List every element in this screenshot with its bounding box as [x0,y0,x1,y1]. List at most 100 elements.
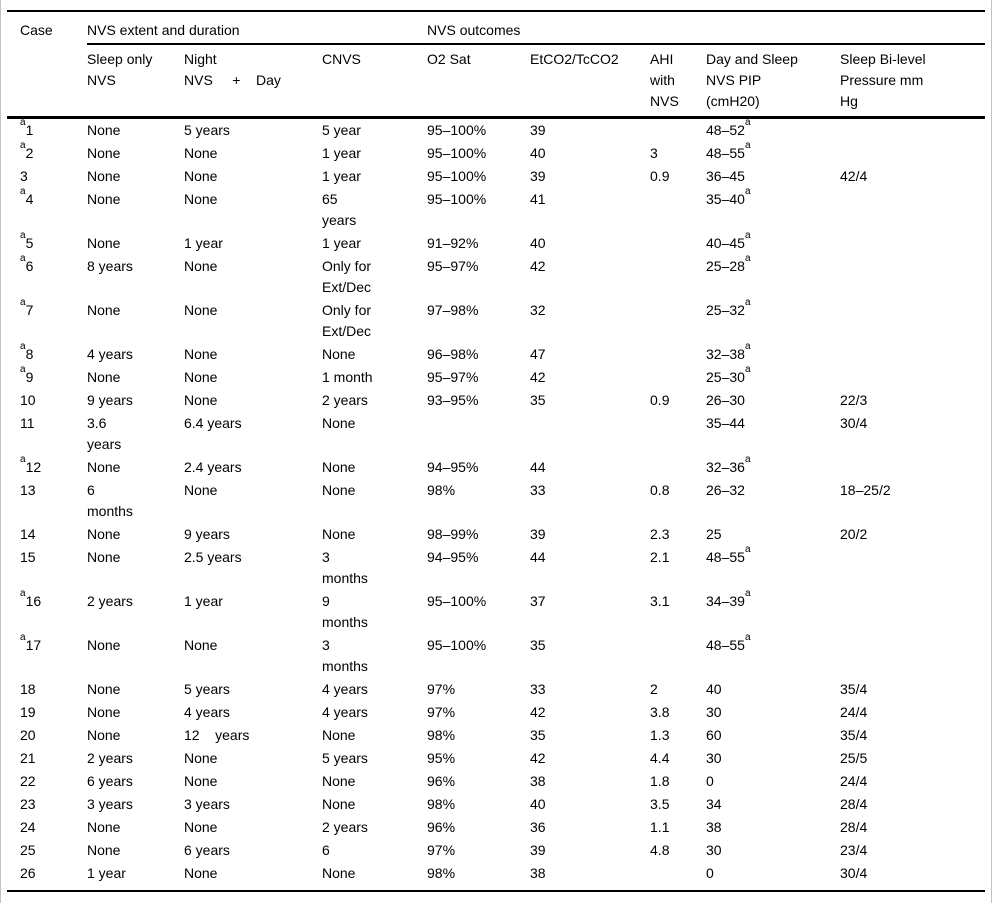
cell-cnvs: 4 years [322,704,368,720]
cell-night-day: 9 years [184,526,230,542]
table-row: 22 6 years None None 96% 38 1.8 0 24/4 [7,770,985,793]
column-header-sleep-only-nvs: Sleep only NVS [87,44,184,119]
cell-night-day: 6.4 years [184,415,242,431]
pip-footnote-marker: a [744,299,751,308]
cell-night-day: None [184,258,218,274]
table-row: a16 2 years 1 year 9 months 95–100% 37 3.1 34–3… [7,590,985,634]
case-cell: 24 [7,816,87,839]
cell-ahi [650,118,706,143]
subheader-row: Sleep only NVS Night NVS + Day CNVS O2 S… [7,44,986,119]
cell-pip: 30 [706,701,840,724]
cell-pip: 32–36a [706,456,840,479]
cell-ahi [650,412,706,456]
pip-value: 26–32 [706,482,745,498]
table-header: Case NVS extent and duration NVS outcome… [7,11,986,119]
cell-o2-sat: 97% [427,704,456,720]
cell-cnvs: 3 months [322,549,368,586]
cell-etco2: 39 [530,842,546,858]
pip-value: 40–45 [706,235,745,251]
cell-sleep-only: None [87,526,121,542]
cell-ahi: 0.8 [650,482,670,498]
pip-footnote-marker: a [744,117,751,128]
case-number: 25 [20,842,36,858]
cell-o2-sat: 97% [427,842,456,858]
cell-ahi: 3.5 [650,796,670,812]
case-cell: 3 [7,165,87,188]
cell-night-day: None [184,637,218,653]
cell-o2-sat: 95–100% [427,168,487,184]
case-footnote-marker: a [20,366,26,375]
cell-sleep-only: None [87,235,121,251]
case-cell: a4 [7,188,87,232]
case-cell: a17 [7,634,87,678]
cell-bilevel: 24/4 [840,773,868,789]
cell-etco2: 38 [530,773,546,789]
table-row: 14 None 9 years None 98–99% 39 2.3 25 20/2 [7,523,985,546]
case-cell: 25 [7,839,87,862]
pip-value: 34–39 [706,593,745,609]
table-row: a8 4 years None None 96–98% 47 32–38a [7,343,985,366]
cell-night-day: None [184,482,218,498]
cell-sleep-only: None [87,819,121,835]
pip-footnote-marker: a [744,546,751,555]
cell-pip: 40 [706,678,840,701]
cell-ahi: 3.8 [650,704,670,720]
pip-value: 30 [706,842,722,858]
table-row: 23 3 years 3 years None 98% 40 3.5 34 28/4 [7,793,985,816]
cell-pip: 36–45 [706,165,840,188]
cell-sleep-only: None [87,704,121,720]
case-footnote-marker: a [20,142,26,151]
cell-etco2: 33 [530,482,546,498]
cell-etco2: 36 [530,819,546,835]
table-row: 13 6 months None None 98% 33 0.8 26–32 18–25/2 [7,479,985,523]
cell-etco2: 39 [530,168,546,184]
case-number: 22 [20,773,36,789]
case-footnote-marker: a [20,343,26,352]
pip-footnote-marker: a [744,343,751,352]
cell-etco2: 40 [530,145,546,161]
cell-bilevel: 30/4 [840,865,868,881]
case-cell: 13 [7,479,87,523]
cell-sleep-only: 1 year [87,865,126,881]
cell-o2-sat: 95–97% [427,369,479,385]
cell-bilevel: 24/4 [840,704,868,720]
case-footnote-marker: a [20,232,26,241]
cell-o2-sat: 98–99% [427,526,479,542]
cell-bilevel [840,255,985,299]
group-header-nvs-outcomes: NVS outcomes [427,11,986,45]
cell-night-day: None [184,369,218,385]
cell-o2-sat: 98% [427,796,456,812]
cell-cnvs: 4 years [322,681,368,697]
cell-bilevel [840,456,985,479]
cell-night-day: None [184,168,218,184]
pip-value: 30 [706,704,722,720]
pip-value: 25–28 [706,258,745,274]
case-number: 19 [20,704,36,720]
cell-night-day: 2.5 years [184,549,242,565]
cell-o2-sat: 98% [427,727,456,743]
cell-o2-sat: 98% [427,482,456,498]
cell-cnvs: 2 years [322,819,368,835]
cell-ahi [650,634,706,678]
cell-sleep-only: 2 years [87,593,133,609]
table-row: 3 None None 1 year 95–100% 39 0.9 36–45 42/4 [7,165,985,188]
pip-value: 25 [706,526,722,542]
cell-night-day: None [184,865,218,881]
table-row: 10 9 years None 2 years 93–95% 35 0.9 26–30 22/3 [7,389,985,412]
column-header-cnvs: CNVS [322,44,428,119]
cell-sleep-only: None [87,302,121,318]
cell-etco2: 44 [530,549,546,565]
case-number: 15 [20,549,36,565]
cell-cnvs: Only for Ext/Dec [322,258,372,295]
cell-cnvs: Only for Ext/Dec [322,302,372,339]
cell-night-day: None [184,302,218,318]
cell-night-day: None [184,145,218,161]
table-row: 24 None None 2 years 96% 36 1.1 38 28/4 [7,816,985,839]
case-number: 7 [25,302,34,318]
pip-value: 38 [706,819,722,835]
case-number: 10 [20,392,36,408]
cell-sleep-only: None [87,191,121,207]
case-cell: 23 [7,793,87,816]
case-cell: a8 [7,343,87,366]
pip-footnote-marker: a [744,232,751,241]
